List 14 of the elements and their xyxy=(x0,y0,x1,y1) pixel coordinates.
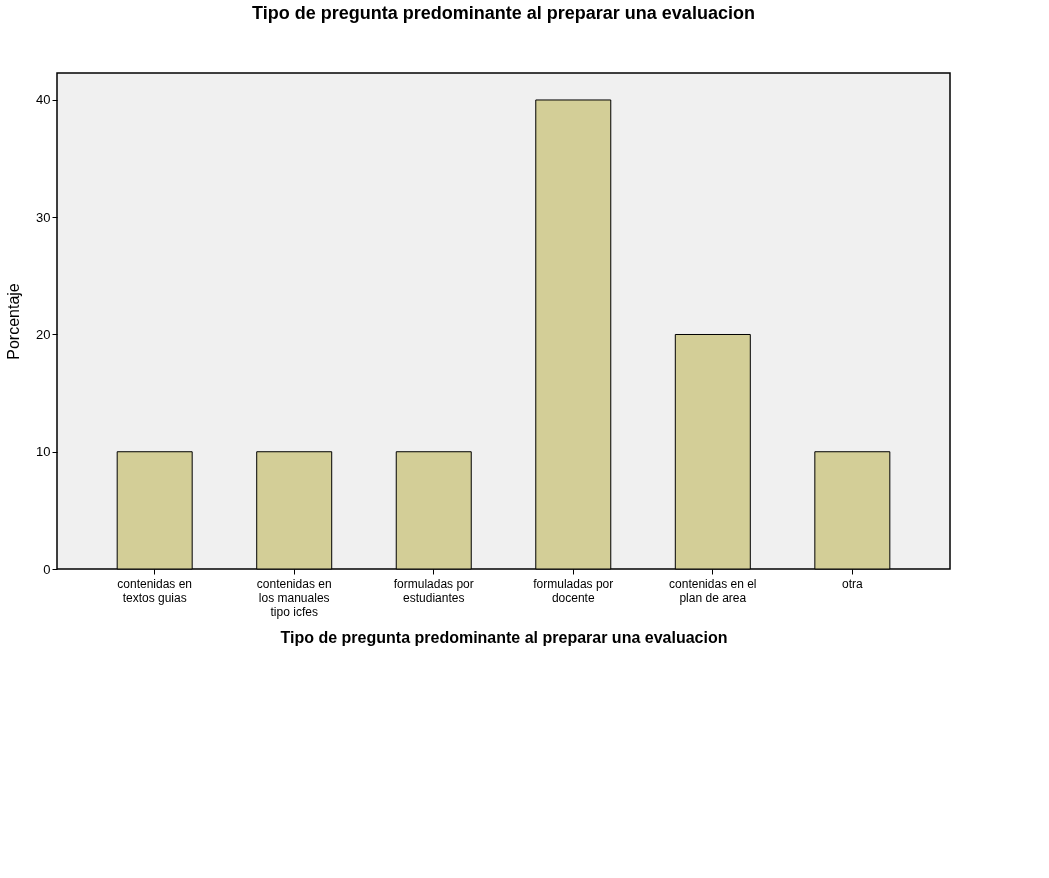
x-tick-label: otra xyxy=(841,576,863,591)
y-tick-label: 40 xyxy=(36,92,51,108)
x-tick-label: contenidas en los manuales tipo icfes xyxy=(256,576,332,619)
y-axis-title: Porcentaje xyxy=(5,283,23,360)
chart-title: Tipo de pregunta predominante al preparar una evaluacion xyxy=(252,3,755,23)
y-tick-label: 10 xyxy=(36,444,51,460)
x-tick-label: formuladas por estudiantes xyxy=(393,576,474,605)
x-axis-title: Tipo de pregunta predominante al preparar una evaluacion xyxy=(280,628,728,646)
x-tick-label: formuladas por docente xyxy=(533,576,614,605)
x-tick-label: contenidas en el plan de area xyxy=(669,576,757,605)
y-tick-label: 0 xyxy=(43,561,51,577)
y-tick-label: 20 xyxy=(36,326,51,342)
y-tick-label: 30 xyxy=(36,209,51,225)
x-tick-label: contenidas en textos guias xyxy=(117,576,193,605)
